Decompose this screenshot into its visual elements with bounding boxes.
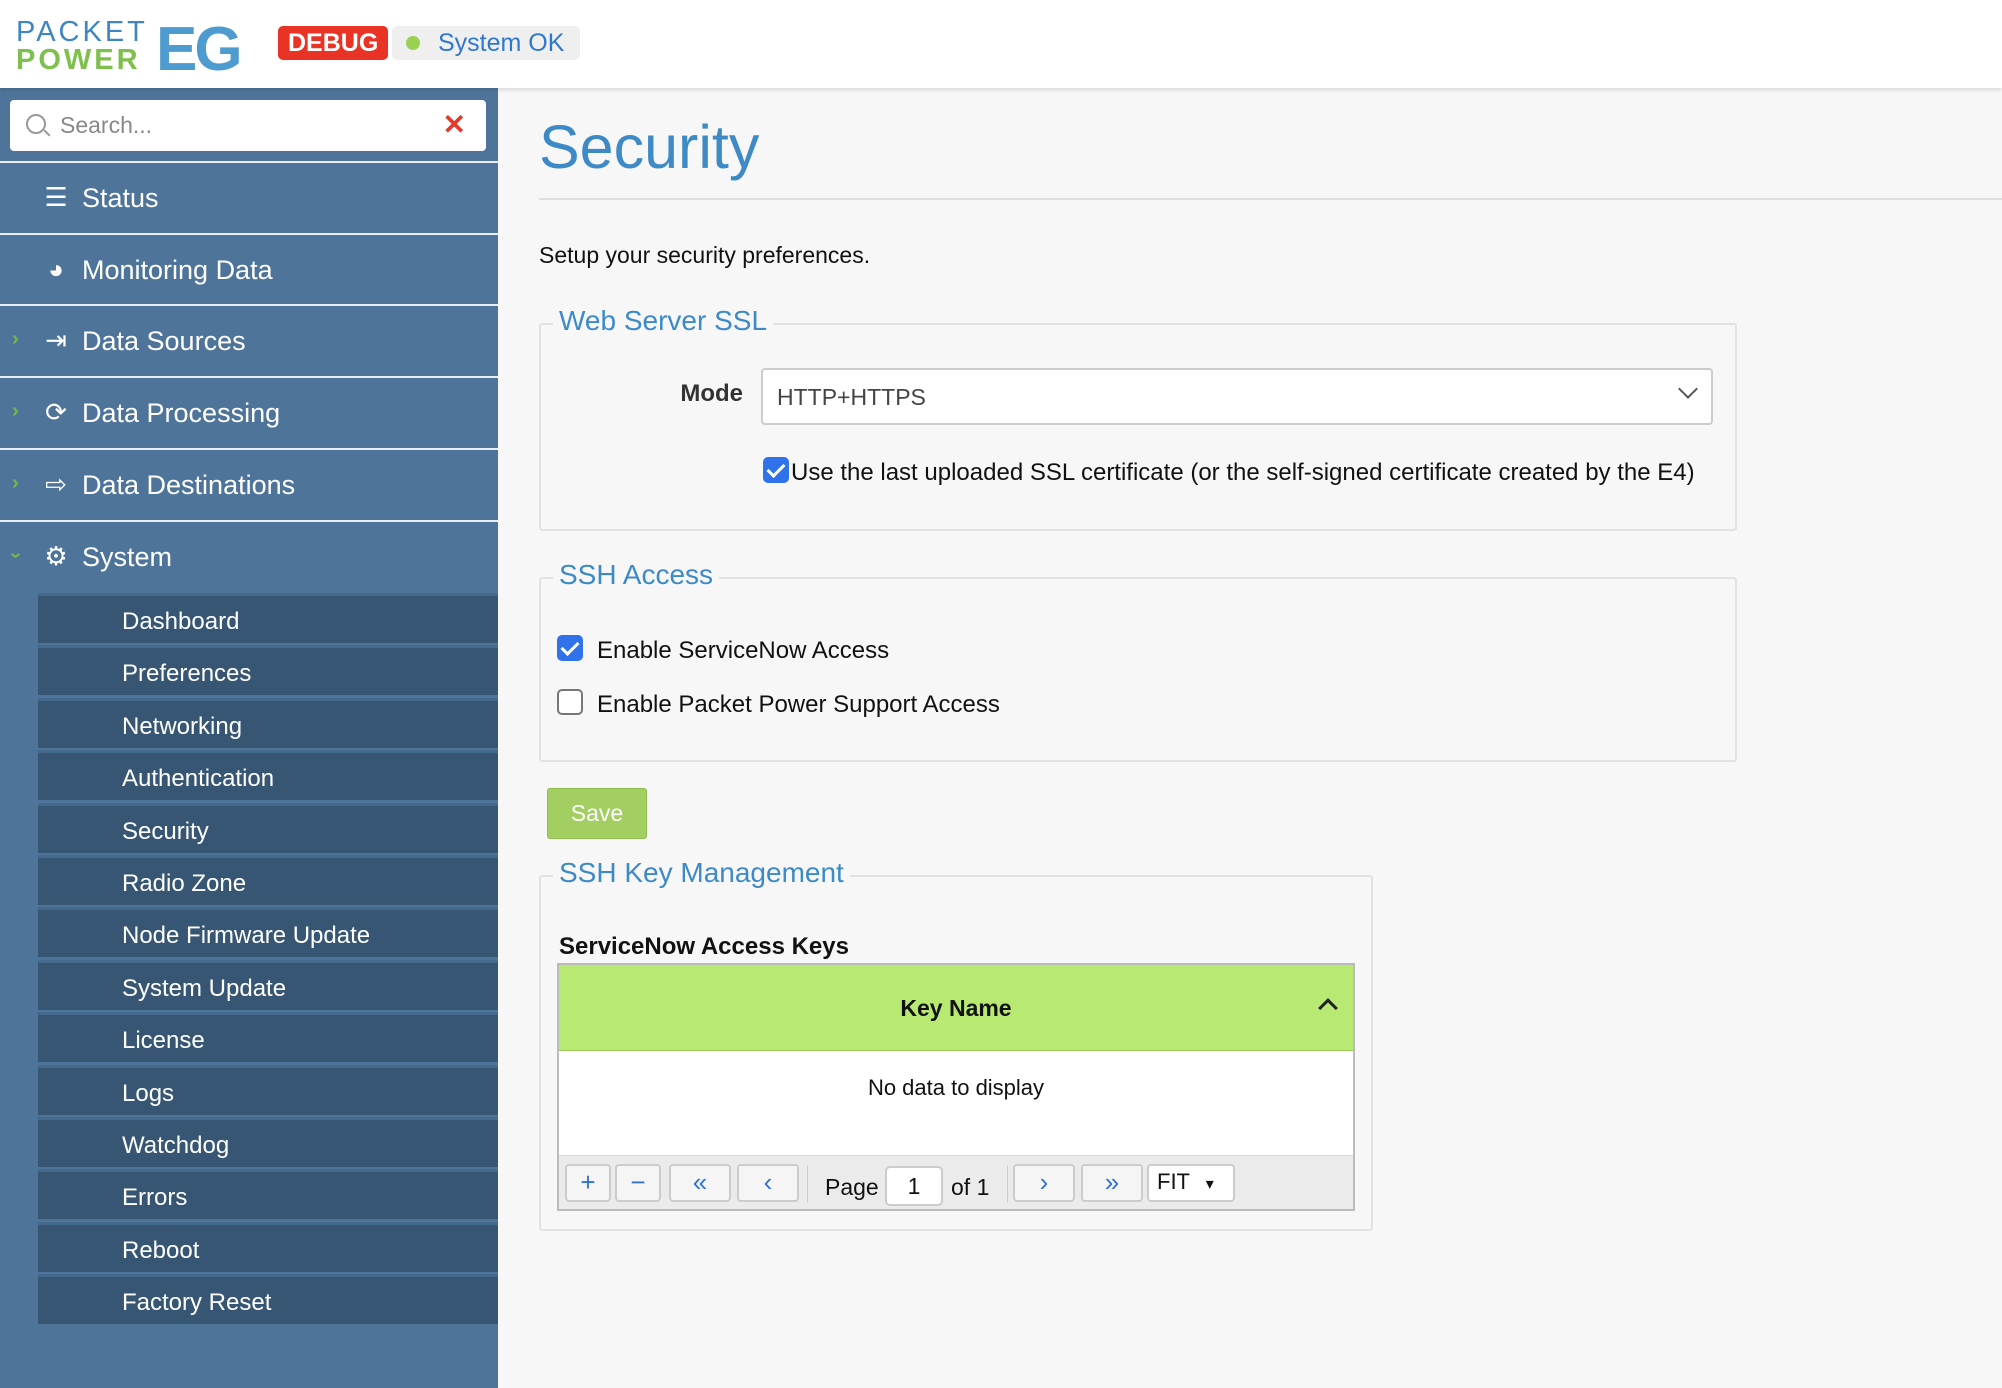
search-icon [26,114,46,134]
gear-icon: ⚙ [44,541,68,571]
sidebar-item-data-processing[interactable]: › ⟳ Data Processing [0,376,498,446]
ssl-cert-label: Use the last uploaded SSL certificate (o… [791,459,1695,486]
sidebar-subitem-authentication[interactable]: Authentication [38,750,498,801]
section-subtitle: ServiceNow Access Keys [559,933,849,960]
mode-select[interactable]: HTTP+HTTPS [761,368,1713,425]
servicenow-access-checkbox[interactable] [557,635,583,661]
sign-in-icon: ⇥ [45,325,67,355]
chevron-down-icon: ▾ [1205,1176,1214,1193]
debug-badge: DEBUG [278,26,389,60]
chevron-down-icon [1678,379,1698,399]
ssh-access-fieldset: SSH Access Enable ServiceNow Access Enab… [539,559,1737,762]
sidebar-item-data-sources[interactable]: › ⇥ Data Sources [0,304,498,374]
access-keys-grid: Key Name No data to display + − « ‹ Page… [557,963,1355,1211]
sidebar-subitem-dashboard[interactable]: Dashboard [38,593,498,643]
system-status-badge: System OK [392,26,581,60]
chevron-right-icon: › [12,328,19,350]
sidebar-item-data-destinations[interactable]: › ⇨ Data Destinations [0,448,498,518]
grid-pager: + − « ‹ Page 1 of 1 › » FIT ▾ [559,1155,1353,1209]
sign-out-icon: ⇨ [45,469,67,499]
refresh-icon: ⟳ [45,397,67,427]
save-button[interactable]: Save [547,788,647,839]
sidebar-item-monitoring-data[interactable]: ◕ Monitoring Data [0,233,498,303]
sidebar-subitem-node-firmware-update[interactable]: Node Firmware Update [38,907,498,958]
sidebar-subitem-networking[interactable]: Networking [38,697,498,748]
top-header: PACKET POWER EG DEBUG System OK [0,0,2002,88]
mode-label: Mode [680,380,743,407]
sidebar-subitem-watchdog[interactable]: Watchdog [38,1117,498,1167]
list-icon: ☰ [44,182,68,212]
page-intro: Setup your security preferences. [539,242,871,268]
page-title: Security [539,113,760,181]
clear-search-icon[interactable]: ✕ [442,109,466,140]
empty-message: No data to display [867,1075,1045,1100]
sidebar-item-status[interactable]: ☰ Status [0,161,498,231]
prev-page-button[interactable]: ‹ [737,1164,799,1202]
divider [807,1166,808,1202]
sidebar-item-system[interactable]: › ⚙ System [0,520,498,590]
sidebar: ✕ ☰Status ◕Monitoring Data ›⇥Data Source… [0,88,498,1388]
search-input[interactable] [60,108,430,142]
page-number-input[interactable]: 1 [885,1166,943,1206]
add-row-button[interactable]: + [565,1164,611,1202]
last-page-button[interactable]: » [1081,1164,1143,1202]
divider [539,198,2002,200]
next-page-button[interactable]: › [1013,1164,1075,1202]
dashboard-gauge-icon: ◕ [48,254,64,284]
sidebar-subitem-security[interactable]: Security [38,802,498,853]
first-page-button[interactable]: « [669,1164,731,1202]
support-access-checkbox[interactable] [557,689,583,715]
chevron-down-icon: › [4,552,27,559]
chevron-right-icon: › [12,472,19,494]
sidebar-subitem-factory-reset[interactable]: Factory Reset [38,1274,498,1325]
sidebar-subitem-logs[interactable]: Logs [38,1064,498,1115]
packet-power-logo: PACKET POWER EG [16,15,243,84]
chevron-right-icon: › [12,400,19,422]
web-server-ssl-fieldset: Web Server SSL Mode HTTP+HTTPS Use the l… [539,305,1737,531]
column-header-key-name[interactable]: Key Name [559,965,1353,1051]
page-size-select[interactable]: FIT ▾ [1147,1164,1235,1202]
status-dot-icon [406,36,420,50]
sidebar-subitem-reboot[interactable]: Reboot [38,1221,498,1272]
ssl-cert-checkbox[interactable] [763,457,789,483]
sidebar-subitem-preferences[interactable]: Preferences [38,645,498,696]
remove-row-button[interactable]: − [615,1164,661,1202]
sidebar-subitem-license[interactable]: License [38,1012,498,1063]
main-content: Security Setup your security preferences… [498,88,2002,1388]
ssh-key-management-fieldset: SSH Key Management ServiceNow Access Key… [539,857,1373,1231]
sidebar-subitem-radio-zone[interactable]: Radio Zone [38,855,498,905]
sidebar-subitem-errors[interactable]: Errors [38,1169,498,1220]
sidebar-search: ✕ [10,100,486,151]
divider [1007,1166,1008,1202]
sidebar-subitem-system-update[interactable]: System Update [38,959,498,1010]
